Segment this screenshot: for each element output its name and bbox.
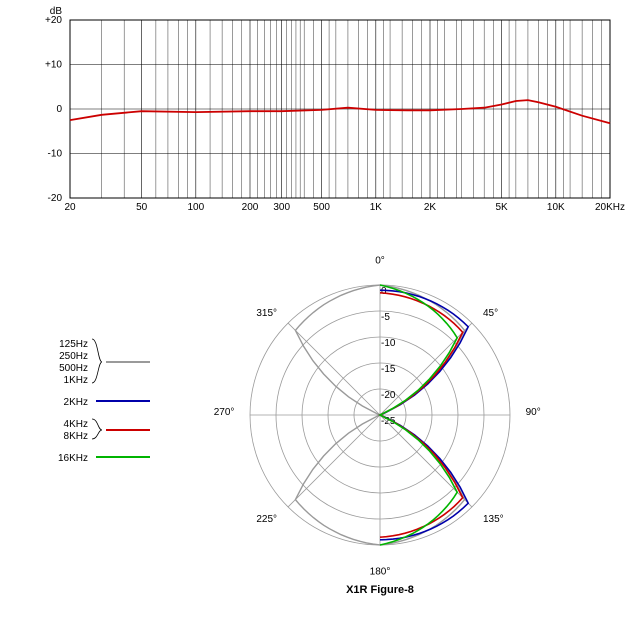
x-tick-label: 20KHz — [595, 202, 625, 213]
figure-svg: +20+100-10-20dB20501002003005001K2K5K10K… — [0, 0, 640, 640]
legend-label: 500Hz — [59, 363, 88, 374]
polar-angle-label: 270° — [214, 407, 235, 418]
polar-angle-label: 315° — [256, 308, 277, 319]
polar-angle-label: 0° — [375, 255, 385, 266]
x-tick-label: 500 — [313, 202, 330, 213]
x-tick-label: 20 — [64, 202, 76, 213]
y-tick-label: 0 — [56, 104, 62, 115]
y-tick-label: -10 — [48, 149, 63, 160]
polar-ring-label: -5 — [381, 312, 390, 323]
polar-angle-label: 225° — [256, 514, 277, 525]
legend-label: 125Hz — [59, 339, 88, 350]
polar-ring-label: -15 — [381, 364, 396, 375]
x-tick-label: 5K — [496, 202, 509, 213]
polar-chart: 0-5-10-15-20-250°45°90°135°180°225°270°3… — [58, 255, 541, 596]
legend-brace — [92, 419, 102, 439]
polar-angle-label: 45° — [483, 308, 498, 319]
x-tick-label: 100 — [187, 202, 204, 213]
legend-label: 4KHz — [64, 419, 88, 430]
polar-ring-label: -10 — [381, 338, 396, 349]
x-tick-label: 50 — [136, 202, 148, 213]
x-tick-label: 300 — [273, 202, 290, 213]
freq-response-chart: +20+100-10-20dB20501002003005001K2K5K10K… — [45, 6, 625, 213]
y-tick-label: +10 — [45, 60, 62, 71]
y-axis-label: dB — [50, 6, 63, 17]
legend-label: 16KHz — [58, 453, 88, 464]
polar-angle-label: 180° — [370, 567, 391, 578]
legend-label: 250Hz — [59, 351, 88, 362]
legend-label: 1KHz — [64, 375, 88, 386]
polar-angle-label: 90° — [526, 407, 541, 418]
polar-ring-label: 0 — [381, 286, 387, 297]
y-tick-label: -20 — [48, 193, 63, 204]
polar-ring-label: -20 — [381, 390, 396, 401]
freq-response-line — [70, 100, 610, 123]
x-tick-label: 1K — [370, 202, 383, 213]
x-tick-label: 2K — [424, 202, 437, 213]
x-tick-label: 10K — [547, 202, 565, 213]
legend-label: 8KHz — [64, 431, 88, 442]
legend-label: 2KHz — [64, 397, 88, 408]
polar-title: X1R Figure-8 — [346, 584, 414, 596]
polar-angle-label: 135° — [483, 514, 504, 525]
legend-brace — [92, 339, 102, 383]
x-tick-label: 200 — [242, 202, 259, 213]
